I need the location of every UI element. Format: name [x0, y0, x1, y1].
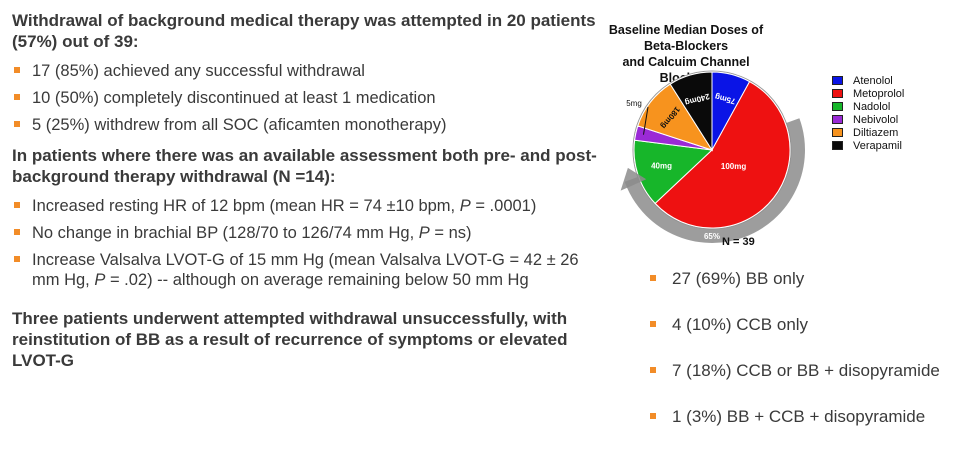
percent-arrow-label: 65%: [704, 232, 720, 241]
assessment-list: Increased resting HR of 12 bpm (mean HR …: [12, 196, 602, 290]
bullet-icon: [650, 367, 656, 373]
list-item: 7 (18%) CCB or BB + disopyramide: [650, 360, 970, 382]
heading-unsuccessful: Three patients underwent attempted withd…: [12, 309, 568, 370]
regimen-summary: 27 (69%) BB only 4 (10%) CCB only 7 (18%…: [650, 268, 970, 452]
legend-label: Metoprolol: [853, 87, 905, 100]
legend-item-nadolol: Nadolol: [832, 100, 904, 113]
list-item: Increased resting HR of 12 bpm (mean HR …: [12, 196, 602, 216]
legend-label: Nebivolol: [853, 113, 899, 126]
bullet-icon: [14, 256, 20, 262]
legend-item-nebivolol: Nebivolol: [832, 113, 904, 126]
callout-label: 5mg: [626, 99, 642, 108]
legend-item-atenolol: Atenolol: [832, 74, 904, 87]
list-item: 4 (10%) CCB only: [650, 314, 970, 336]
bullet-icon: [14, 67, 20, 73]
legend-swatch: [832, 141, 843, 150]
legend-swatch: [832, 89, 843, 98]
list-item: 1 (3%) BB + CCB + disopyramide: [650, 406, 970, 428]
pie-slice-metoprolol: [654, 80, 791, 229]
bullet-icon: [14, 121, 20, 127]
regimen-list: 27 (69%) BB only 4 (10%) CCB only 7 (18%…: [650, 268, 970, 428]
legend-item-diltiazem: Diltiazem: [832, 126, 904, 139]
list-item: No change in brachial BP (128/70 to 126/…: [12, 223, 602, 243]
slice-label-metoprolol: 100mg: [721, 162, 746, 171]
bullet-icon: [650, 321, 656, 327]
chart-title-line1: Baseline Median Doses of Beta-Blockers: [608, 23, 764, 53]
bullet-icon: [650, 413, 656, 419]
percent-arrow-head: [620, 167, 647, 191]
legend-label: Nadolol: [853, 100, 891, 113]
chart-legend: Atenolol Metoprolol Nadolol Nebivolol Diltia…: [832, 74, 904, 152]
bullet-icon: [14, 202, 20, 208]
list-item: Increase Valsalva LVOT-G of 15 mm Hg (me…: [12, 250, 602, 290]
bullet-icon: [14, 94, 20, 100]
legend-item-verapamil: Verapamil: [832, 139, 904, 152]
legend-swatch: [832, 76, 843, 85]
list-item: 27 (69%) BB only: [650, 268, 970, 290]
left-content: Withdrawal of background medical therapy…: [12, 10, 602, 371]
list-item: 10 (50%) completely discontinued at leas…: [12, 88, 602, 108]
withdrawal-list: 17 (85%) achieved any successful withdra…: [12, 61, 602, 135]
legend-label: Diltiazem: [853, 126, 899, 139]
legend-label: Atenolol: [853, 74, 893, 87]
slice-label-nadolol: 40mg: [651, 161, 672, 170]
callout-line: [642, 106, 649, 135]
pie-slice-verapamil: [669, 71, 713, 152]
dose-pie-chart: Baseline Median Doses of Beta-Blockers a…: [596, 22, 972, 257]
list-item: 5 (25%) withdrew from all SOC (aficamten…: [12, 115, 602, 135]
legend-swatch: [832, 128, 843, 137]
heading-withdrawal: Withdrawal of background medical therapy…: [12, 11, 596, 51]
legend-swatch: [832, 102, 843, 111]
legend-item-metoprolol: Metoprolol: [832, 87, 904, 100]
list-item: 17 (85%) achieved any successful withdra…: [12, 61, 602, 81]
n-label: N = 39: [722, 236, 755, 248]
bullet-icon: [14, 229, 20, 235]
legend-swatch: [832, 115, 843, 124]
bullet-icon: [650, 275, 656, 281]
percent-arrow: [624, 118, 805, 243]
heading-assessment: In patients where there was an available…: [12, 146, 597, 186]
legend-label: Verapamil: [853, 139, 902, 152]
